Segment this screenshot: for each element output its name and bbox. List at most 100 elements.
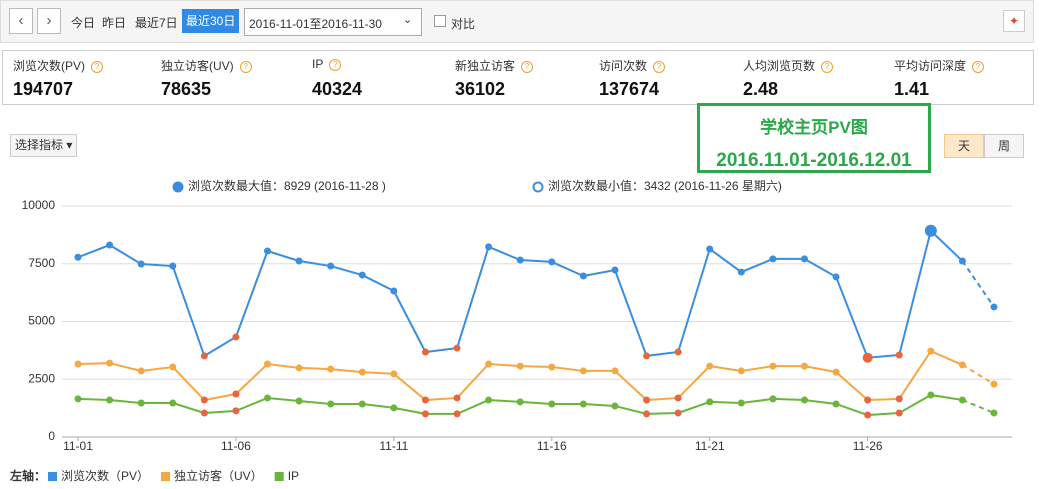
data-point [990, 303, 998, 311]
data-point [516, 256, 524, 264]
min-legend-icon [532, 181, 544, 193]
help-icon[interactable]: ? [239, 61, 252, 73]
data-point [706, 398, 714, 406]
data-point [643, 396, 651, 404]
data-point [958, 361, 966, 369]
data-point [106, 396, 114, 404]
stat-value: 36102 [455, 79, 506, 99]
x-tick-label: 11-11 [379, 439, 408, 453]
data-point [453, 394, 461, 402]
data-point [927, 347, 935, 355]
range-30days[interactable]: 最近30日 [182, 9, 240, 33]
data-point [358, 271, 366, 279]
data-point [485, 243, 493, 251]
stat-value: 194707 [13, 79, 74, 99]
help-icon[interactable]: ? [821, 61, 834, 73]
data-point [832, 400, 840, 408]
data-point [421, 396, 429, 404]
date-range: 2016-11-01至2016-11-30 [249, 17, 382, 31]
axis-label: 左轴： [9, 468, 46, 483]
stat-label: 平均访问深度? [894, 57, 985, 74]
forward-button[interactable]: › [37, 8, 61, 34]
y-tick-label: 5000 [28, 314, 55, 328]
data-point [169, 262, 177, 270]
data-point [74, 253, 82, 261]
data-point [264, 247, 272, 255]
data-point [516, 398, 524, 406]
compare-checkbox[interactable] [434, 15, 446, 27]
stat-label: 独立访客(UV)? [161, 57, 252, 74]
data-point [958, 396, 966, 404]
help-icon[interactable]: ? [972, 61, 985, 73]
stat-label: 访问次数? [599, 57, 666, 74]
stat-value: 78635 [161, 79, 212, 99]
metric-select[interactable]: 选择指标 ▾ [10, 134, 78, 157]
annotation-box: 学校主页PV图 2016.11.01-2016.12.01 [697, 103, 931, 173]
data-point [579, 272, 587, 280]
range-yesterday[interactable]: 昨日 [102, 16, 127, 30]
data-point [706, 362, 714, 370]
y-tick-label: 7500 [28, 256, 55, 270]
data-point [611, 367, 619, 375]
granularity-toggle: 天周 [944, 134, 1024, 158]
help-icon[interactable]: ? [653, 61, 666, 73]
data-point [769, 362, 777, 370]
granularity-button[interactable]: 天 [944, 134, 984, 158]
data-point [516, 362, 524, 370]
granularity-button[interactable]: 周 [984, 134, 1024, 158]
data-point [390, 404, 398, 412]
pin-button[interactable]: ✦ [1003, 10, 1025, 32]
data-point [137, 367, 145, 375]
range-7days[interactable]: 最近7日 [135, 16, 178, 30]
legend-label: 浏览次数（PV） [61, 468, 149, 483]
data-point [485, 396, 493, 404]
back-button[interactable]: ‹ [9, 8, 33, 34]
data-point [548, 400, 556, 408]
data-point [421, 348, 429, 356]
data-point [737, 399, 745, 407]
data-point [421, 410, 429, 418]
data-point [295, 397, 303, 405]
range-today[interactable]: 今日 [71, 16, 96, 30]
data-point [643, 410, 651, 418]
data-point [264, 360, 272, 368]
y-tick-label: 2500 [28, 371, 55, 385]
data-point [327, 400, 335, 408]
stat-label: IP? [312, 57, 342, 71]
data-point [232, 407, 240, 415]
stat-label: 人均浏览页数? [743, 57, 834, 74]
data-point [643, 352, 651, 360]
data-point [924, 224, 937, 237]
data-point [895, 409, 903, 417]
help-icon[interactable]: ? [329, 59, 342, 71]
data-point [485, 360, 493, 368]
data-point [895, 351, 903, 359]
series-line-partial [962, 399, 995, 414]
data-point [927, 391, 935, 399]
data-point [737, 268, 745, 276]
stat-label: 新独立访客? [455, 57, 534, 74]
date-picker[interactable]: 2016-11-01至2016-11-30 ⌄ [244, 8, 422, 36]
data-point [579, 367, 587, 375]
legend-swatch [274, 472, 284, 481]
data-point [958, 257, 966, 265]
toolbar: ‹ › 今日 昨日 最近7日 最近30日 2016-11-01至2016-11-… [0, 0, 1034, 43]
dropdown-arrow: ⌄ [403, 14, 413, 26]
series-line [77, 228, 964, 359]
annotation-title: 学校主页PV图 [760, 118, 868, 137]
stat-value: 137674 [599, 79, 660, 99]
stat-label: 浏览次数(PV)? [13, 57, 104, 74]
data-point [327, 365, 335, 373]
help-icon[interactable]: ? [91, 61, 104, 73]
help-icon[interactable]: ? [521, 61, 534, 73]
data-point [358, 368, 366, 376]
data-point [990, 409, 998, 417]
legend-swatch [161, 472, 171, 481]
data-point [674, 348, 682, 356]
data-point [169, 363, 177, 371]
data-point [832, 273, 840, 281]
data-point [137, 260, 145, 268]
data-point [548, 258, 556, 266]
data-point [106, 241, 114, 249]
